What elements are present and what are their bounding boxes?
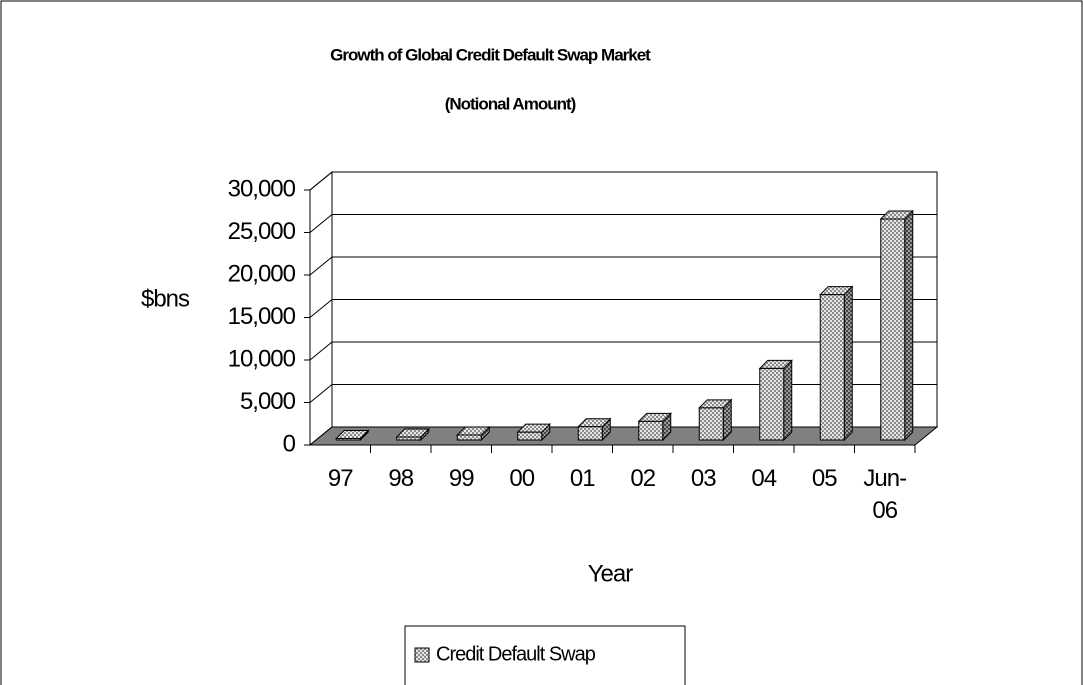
bar — [638, 420, 664, 441]
bar — [759, 367, 785, 441]
bar — [880, 218, 906, 441]
x-tick-label: 05 — [811, 465, 838, 492]
y-tick-label: 15,000 — [228, 303, 296, 330]
bar — [517, 431, 543, 441]
y-tick-label: 30,000 — [228, 175, 296, 202]
x-axis-label: Year — [588, 560, 634, 587]
x-tick-label: 00 — [509, 465, 535, 492]
bar — [335, 437, 361, 441]
bar-side — [843, 285, 853, 442]
grid-line — [309, 256, 937, 276]
bar — [396, 436, 422, 441]
legend-swatch — [414, 647, 430, 663]
bar-side — [783, 359, 793, 442]
grid-line — [309, 384, 937, 403]
legend-box — [404, 625, 686, 685]
x-tick-label: 03 — [690, 465, 717, 492]
y-tick-label: 5,000 — [240, 388, 296, 415]
grid-line — [309, 171, 937, 191]
x-tick-label: 98 — [388, 465, 414, 492]
chart-title: Growth of Global Credit Default Swap Mar… — [330, 45, 651, 64]
x-tick-label: 04 — [751, 465, 777, 492]
y-axis-label: $bns — [141, 285, 190, 312]
bar — [456, 434, 482, 441]
x-tick-label: 99 — [448, 465, 475, 492]
legend-label: Credit Default Swap — [436, 643, 596, 665]
x-tick-label: 97 — [327, 465, 354, 492]
grid-line — [309, 214, 937, 233]
x-tick-label: Jun-06 — [863, 465, 907, 524]
x-tick-label: 01 — [569, 465, 596, 492]
y-tick-label: 25,000 — [228, 218, 296, 245]
bar — [577, 426, 603, 441]
bar-side — [904, 209, 914, 442]
x-tick-label: 02 — [630, 465, 656, 492]
y-tick-label: 20,000 — [228, 260, 296, 287]
y-tick-label: 10,000 — [228, 345, 296, 372]
grid-line — [309, 341, 937, 361]
grid-line — [309, 299, 937, 318]
bar — [819, 294, 845, 441]
y-tick-label: 0 — [283, 430, 296, 457]
chart-subtitle: (Notional Amount) — [445, 94, 576, 113]
bar — [698, 407, 724, 441]
